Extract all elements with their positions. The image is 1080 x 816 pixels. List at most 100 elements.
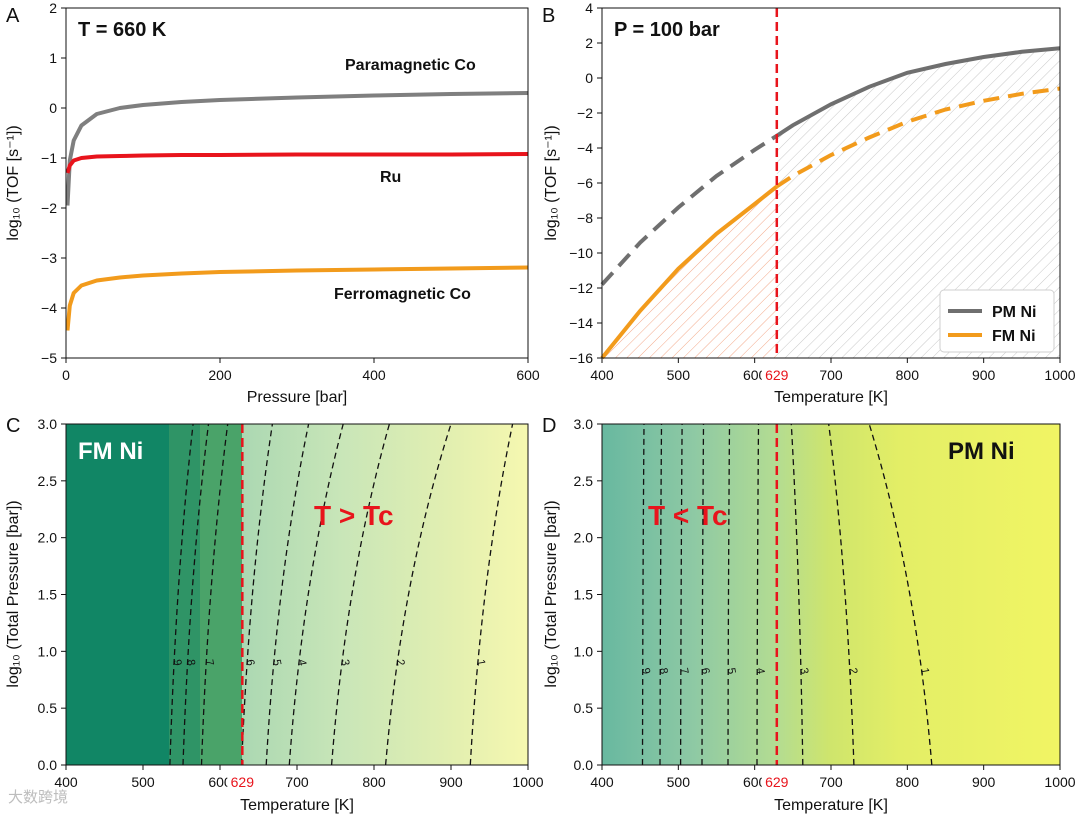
- ytick-label: −1: [41, 150, 57, 166]
- xtick-label: 600: [743, 774, 767, 790]
- panel-c-heatmap-dark-band: [66, 424, 169, 765]
- panel-b-ticks: 400 500 600 700 800 900 1000 −16 −14 −12 −10 −8 −6 −4…: [569, 0, 1076, 384]
- contour-label: 7: [677, 667, 690, 675]
- xtick-label: 700: [819, 367, 843, 383]
- ytick-label: −3: [41, 250, 57, 266]
- panel-a-xlabel: Pressure [bar]: [247, 389, 347, 406]
- panel-b-hatch-pm-region: [776, 48, 1060, 359]
- contour-label: 5: [725, 667, 738, 675]
- contour-line: [182, 423, 210, 766]
- tc-tick-background: [761, 771, 792, 791]
- tc-tick-label: 629: [765, 367, 789, 383]
- panel-c-ylabel: log₁₀ (Total Pressure [bar]): [5, 500, 22, 687]
- contour-line: [828, 423, 855, 766]
- panel-b-hatch-fm-region: [602, 186, 777, 358]
- ytick-label: −2: [577, 105, 593, 121]
- xtick-label: 400: [54, 774, 78, 790]
- xtick-label: 500: [667, 367, 691, 383]
- contour-line: [384, 423, 452, 766]
- xtick-label: 500: [131, 774, 155, 790]
- series-line-fm-ni-solid: [600, 184, 779, 360]
- panel-label-a: A: [6, 5, 20, 27]
- contour-line: [330, 423, 391, 766]
- contour-label: 2: [394, 659, 407, 667]
- xtick-label: 800: [362, 774, 386, 790]
- legend-label-pm-ni: PM Ni: [992, 304, 1036, 321]
- xtick-label: 1000: [512, 774, 543, 790]
- xtick-label: 400: [590, 367, 614, 383]
- contour-line: [169, 423, 194, 766]
- ytick-label: −10: [569, 245, 593, 261]
- contour-label: 4: [295, 659, 308, 667]
- panel-d-ticks: 400 500 600 700 800 900 1000 0.0 0.5 1.0 1.5 2.0 2.5…: [574, 416, 1076, 791]
- ytick-label: 0: [585, 70, 593, 86]
- ytick-label: 2.0: [38, 530, 58, 546]
- label-paramagnetic-co: Paramagnetic Co: [345, 57, 476, 74]
- panel-b: 400 500 600 700 800 900 1000 −16 −14 −12 −10 −8 −6 −4…: [543, 0, 1076, 406]
- panel-a-annotation: T = 660 K: [78, 19, 167, 41]
- ytick-label: 3.0: [38, 416, 58, 432]
- xtick-label: 0: [62, 367, 70, 383]
- contour-line: [868, 423, 933, 766]
- panel-d-ylabel: log₁₀ (Total Pressure [bar]): [543, 500, 560, 687]
- panel-c-ticks: 400 500 600 700 800 900 1000 0.0 0.5 1.0 1.5 2.0 2.5…: [38, 416, 544, 791]
- ytick-label: 3.0: [574, 416, 594, 432]
- ytick-label: −4: [41, 300, 57, 316]
- ytick-label: 1: [49, 50, 57, 66]
- tc-tick-label: 629: [231, 774, 255, 790]
- xtick-label: 900: [972, 774, 996, 790]
- panel-c-heatmap-band-3: [200, 424, 242, 765]
- label-ferromagnetic-co: Ferromagnetic Co: [334, 286, 471, 303]
- ytick-label: 1.5: [574, 587, 594, 603]
- contour-label: 9: [639, 667, 652, 675]
- contour-label: 3: [797, 667, 810, 675]
- ytick-label: 1.5: [38, 587, 58, 603]
- tc-tick-background: [227, 771, 258, 791]
- series-line-ferromagnetic-co: [65, 265, 529, 331]
- contour-line: [288, 423, 344, 766]
- xtick-label: 900: [972, 367, 996, 383]
- series-line-pm-ni-dashed: [600, 134, 778, 286]
- series-line-fm-ni-dashed: [775, 86, 1061, 189]
- xtick-label: 700: [819, 774, 843, 790]
- xtick-label: 600: [516, 367, 540, 383]
- tc-tick-background: [761, 364, 792, 384]
- panel-c-t-greater-tc: T > Tc: [314, 500, 394, 531]
- ytick-label: −5: [41, 350, 57, 366]
- xtick-label: 1000: [1044, 367, 1075, 383]
- tc-tick-label: 629: [765, 774, 789, 790]
- contour-label: 3: [338, 659, 351, 667]
- series-line-pm-ni-solid: [775, 46, 1061, 138]
- xtick-label: 600: [208, 774, 232, 790]
- ytick-label: 2: [49, 0, 57, 16]
- contour-label: 1: [474, 659, 487, 667]
- watermark-text: 大数跨境: [8, 788, 69, 806]
- ytick-label: 0.5: [574, 700, 594, 716]
- xtick-label: 600: [743, 367, 767, 383]
- panel-a: 0 200 400 600 −5 −4 −3 −2 −1 0 1 2 T = 660 K Parama…: [5, 0, 540, 406]
- ytick-label: 0.0: [38, 757, 58, 773]
- panel-a-ticks: 0 200 400 600 −5 −4 −3 −2 −1 0 1 2: [41, 0, 540, 383]
- ytick-label: 0.0: [574, 757, 594, 773]
- xtick-label: 700: [285, 774, 309, 790]
- xtick-label: 500: [667, 774, 691, 790]
- xtick-label: 900: [439, 774, 463, 790]
- panel-d-xlabel: Temperature [K]: [774, 797, 888, 814]
- contour-line: [200, 423, 229, 766]
- panel-d-heatmap: [602, 424, 1060, 765]
- contour-label: 9: [171, 659, 184, 667]
- contour-line: [240, 423, 274, 766]
- xtick-label: 1000: [1044, 774, 1075, 790]
- contour-label: 5: [270, 659, 283, 667]
- panel-b-xlabel: Temperature [K]: [774, 389, 888, 406]
- panel-d-pm-ni-label: PM Ni: [948, 438, 1015, 465]
- contour-label: 6: [699, 667, 712, 675]
- contour-label: 2: [846, 667, 859, 675]
- ytick-label: −8: [577, 210, 593, 226]
- legend-label-fm-ni: FM Ni: [992, 328, 1036, 345]
- panel-a-series: [65, 91, 529, 331]
- panel-c-xlabel: Temperature [K]: [240, 797, 354, 814]
